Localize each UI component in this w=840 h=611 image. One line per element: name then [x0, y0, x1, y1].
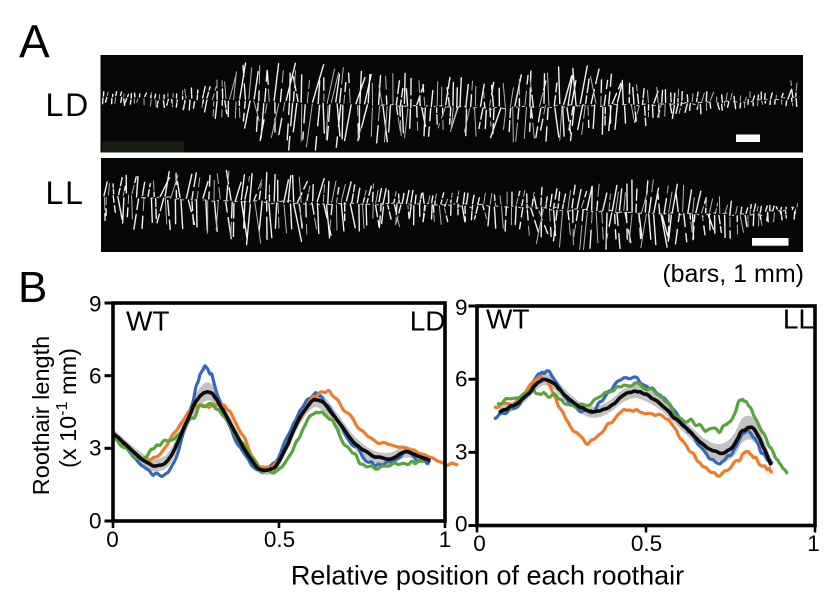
- svg-text:WT: WT: [486, 304, 530, 335]
- svg-text:LD: LD: [46, 87, 91, 123]
- svg-text:0: 0: [89, 509, 102, 534]
- svg-text:3: 3: [455, 440, 468, 465]
- svg-text:B: B: [18, 263, 47, 312]
- svg-text:0.5: 0.5: [264, 527, 295, 552]
- svg-text:6: 6: [455, 367, 468, 392]
- svg-text:1: 1: [807, 531, 820, 556]
- svg-text:Relative position of each root: Relative position of each roothair: [291, 561, 684, 591]
- svg-text:0: 0: [455, 512, 468, 537]
- svg-text:3: 3: [89, 436, 102, 461]
- svg-text:0.5: 0.5: [631, 531, 662, 556]
- svg-text:(bars, 1 mm): (bars, 1 mm): [662, 260, 804, 288]
- svg-text:Roothair length: Roothair length: [28, 336, 54, 495]
- svg-text:A: A: [19, 16, 50, 68]
- svg-text:LD: LD: [410, 306, 446, 337]
- svg-text:(x 10-1 mm): (x 10-1 mm): [54, 348, 81, 468]
- svg-text:LL: LL: [46, 175, 85, 211]
- svg-text:0: 0: [473, 531, 486, 556]
- svg-text:WT: WT: [126, 306, 170, 337]
- svg-text:0: 0: [106, 527, 119, 552]
- svg-text:9: 9: [89, 292, 102, 317]
- svg-text:1: 1: [439, 527, 452, 552]
- svg-text:9: 9: [455, 295, 468, 320]
- svg-text:LL: LL: [783, 304, 814, 335]
- svg-text:6: 6: [89, 364, 102, 389]
